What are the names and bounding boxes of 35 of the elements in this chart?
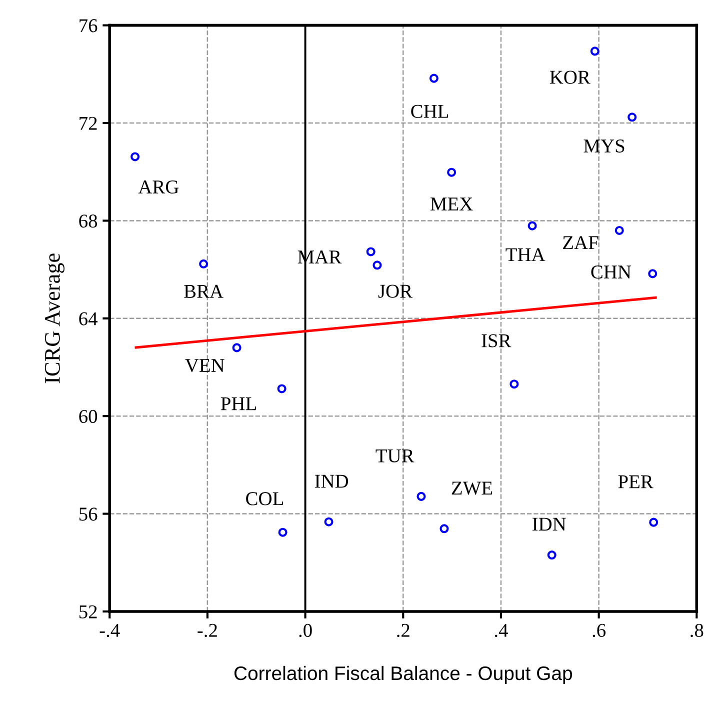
annotation: ARG	[138, 180, 179, 194]
x-tick-label: .8	[690, 624, 704, 638]
y-tick-label: 68	[79, 214, 98, 228]
y-tick-label: 52	[79, 605, 97, 618]
annotation: CHN	[591, 265, 632, 279]
annotation: MEX	[430, 198, 473, 210]
x-tick-label: .6	[592, 624, 606, 638]
annotation: ISR	[482, 334, 512, 348]
annotation: CHL	[411, 104, 448, 118]
y-tick-label: 72	[80, 116, 97, 130]
y-tick-label: 76	[80, 19, 98, 32]
annotation: PER	[618, 475, 654, 488]
annotation: IDN	[532, 518, 566, 531]
x-tick-label: -.4	[100, 624, 120, 638]
x-tick-label: -.2	[198, 624, 217, 638]
annotation: IND	[314, 474, 348, 488]
annotation: KOR	[550, 70, 590, 84]
x-axis-title: Correlation Fiscal Balance - Ouput Gap	[234, 666, 572, 684]
annotation: ZWE	[452, 482, 492, 495]
annotation: BRA	[184, 284, 224, 298]
y-tick-label: 64	[79, 312, 98, 326]
x-tick-label: .0	[299, 624, 312, 638]
x-tick-label: .2	[397, 624, 410, 638]
annotation: PHL	[220, 397, 256, 410]
annotation: JOR	[378, 284, 413, 298]
x-tick-label: .4	[494, 624, 508, 638]
annotation: COL	[246, 492, 284, 506]
annotation: THA	[506, 248, 546, 262]
y-axis-title: ICRG Average	[44, 254, 64, 384]
y-tick-label: 56	[79, 508, 98, 521]
annotation: ZAF	[563, 236, 598, 250]
annotation: TUR	[376, 449, 414, 462]
y-tick-label: 60	[79, 410, 98, 424]
annotation: VEN	[185, 359, 224, 372]
annotation: MYS	[584, 139, 624, 153]
